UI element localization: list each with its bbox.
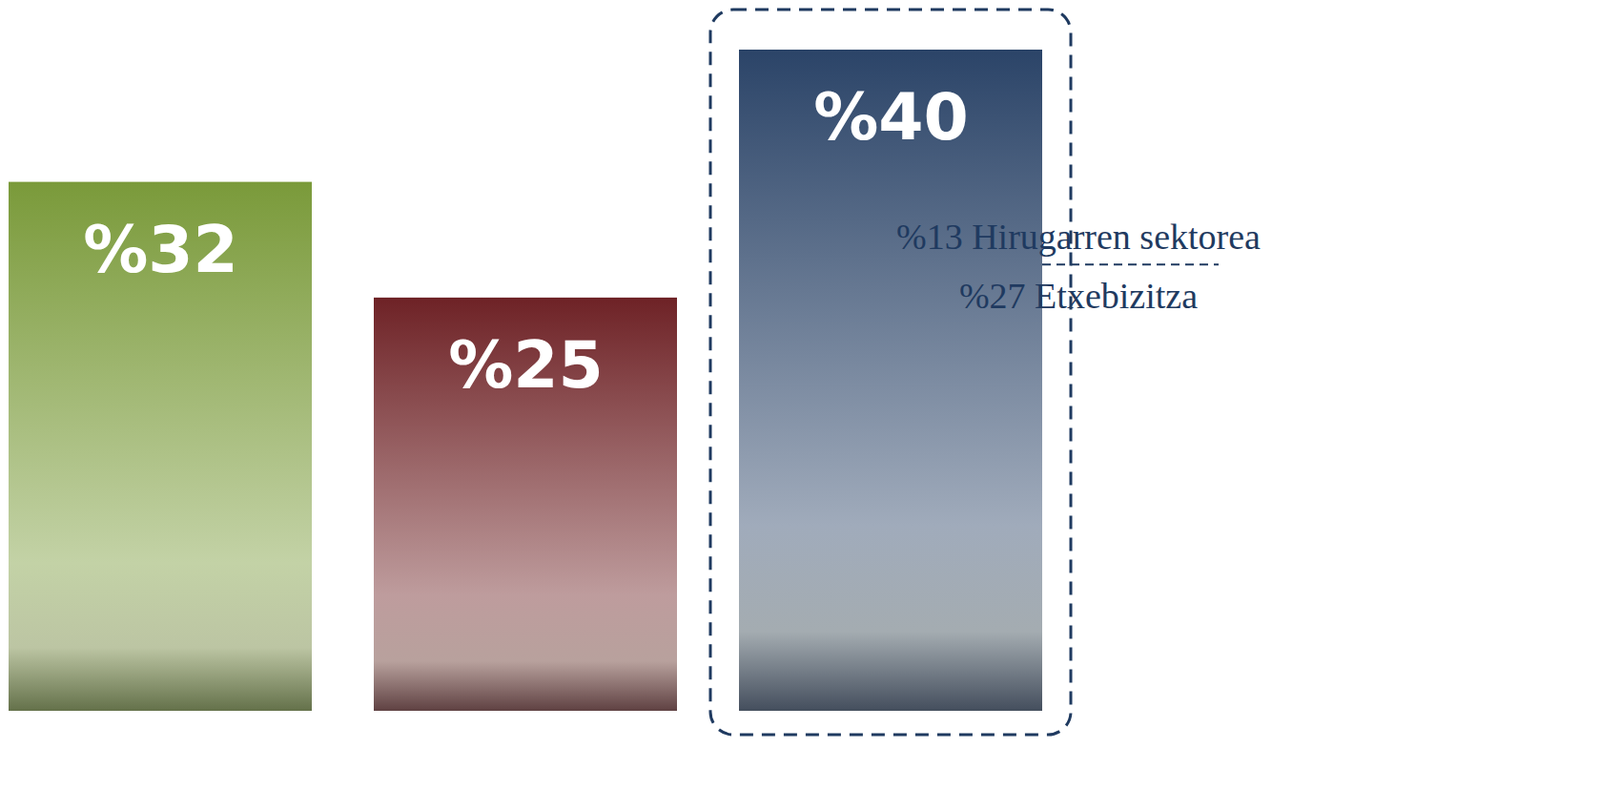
svg-text:%13 Hirugarren sektorea: %13 Hirugarren sektorea [896, 216, 1261, 257]
svg-text:%25: %25 [448, 327, 604, 403]
svg-text:%40: %40 [813, 79, 969, 155]
svg-text:%32: %32 [82, 211, 239, 288]
svg-text:%27 Etxebizitza: %27 Etxebizitza [959, 275, 1198, 316]
